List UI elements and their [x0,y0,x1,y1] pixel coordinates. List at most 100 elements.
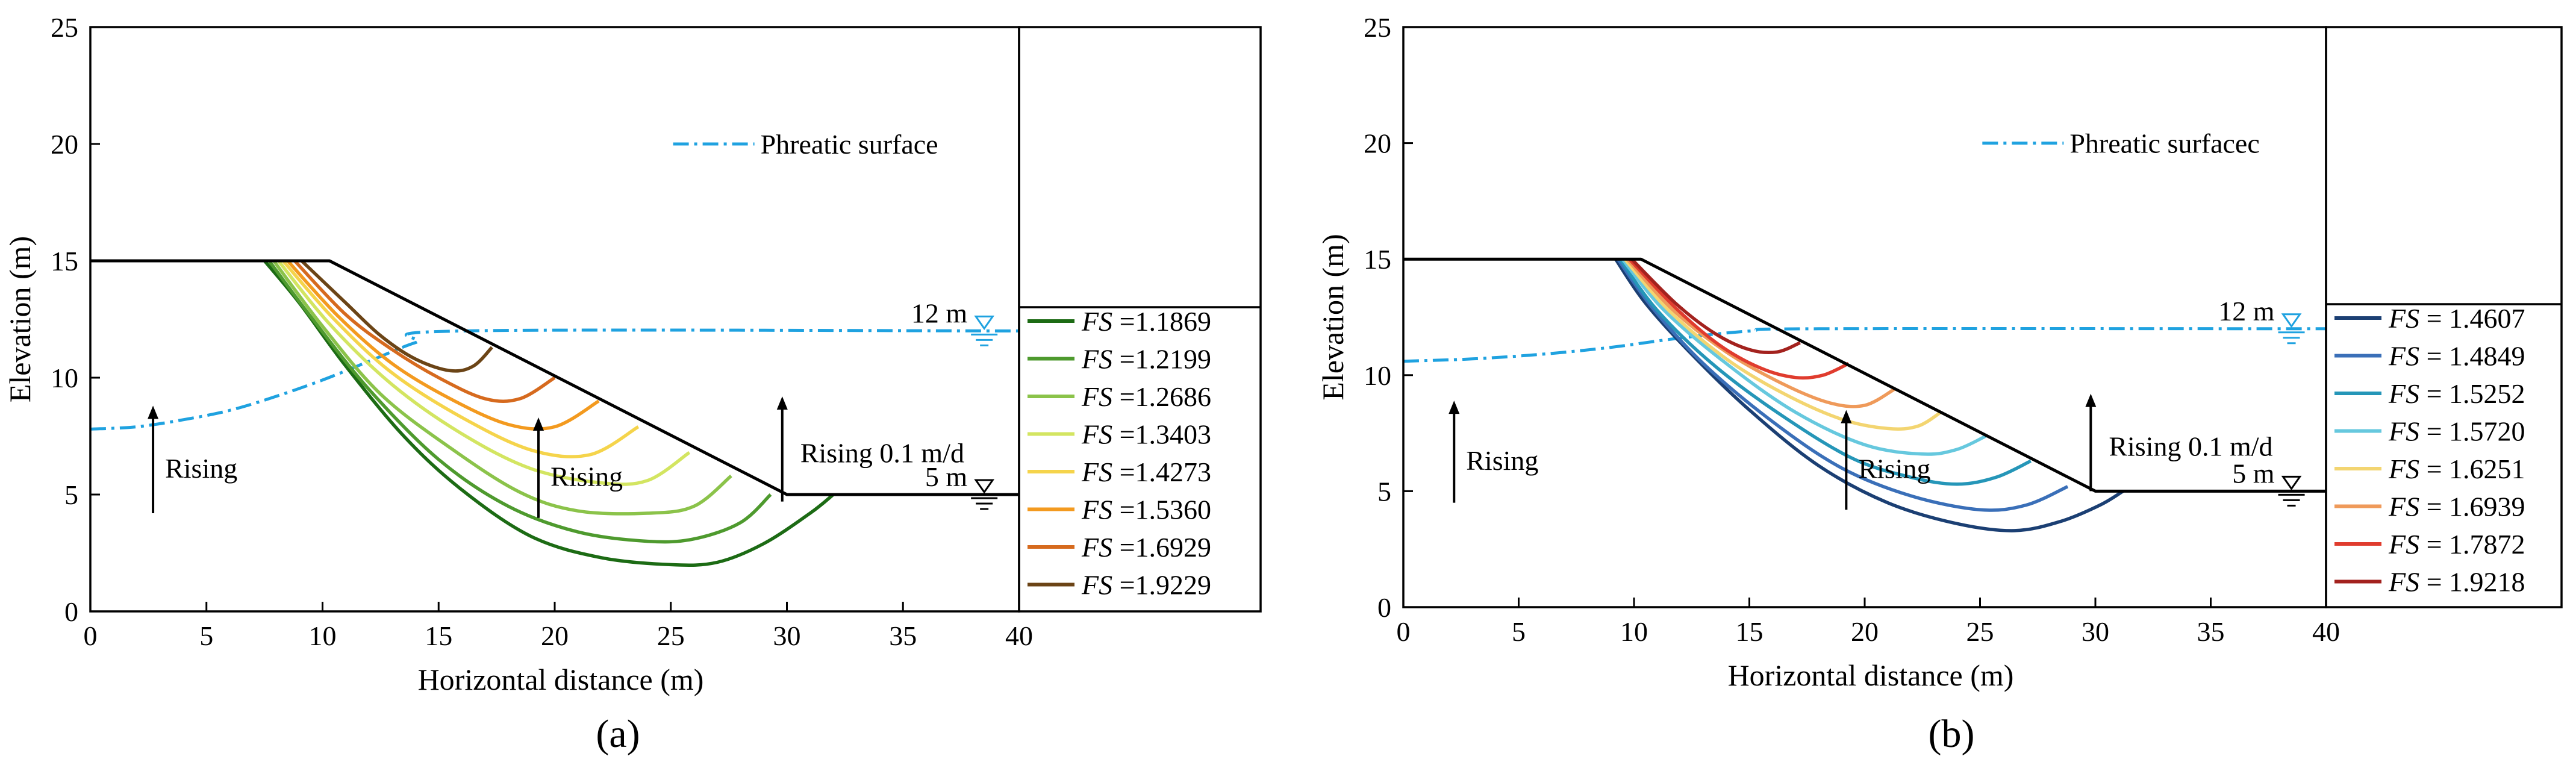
failure-surface-line-6 [286,260,600,431]
rising-annotation: Rising [1466,445,1538,476]
x-tick-label: 0 [1397,616,1411,647]
x-tick-label: 20 [541,620,569,651]
plot-frame [1402,26,2327,608]
failure-surface-line-8 [300,260,493,373]
legend-label: FS =1.5360 [1081,495,1211,525]
x-tick-label: 40 [1005,620,1033,651]
legend-label: FS = 1.7872 [2388,529,2525,560]
phreatic-legend-label: Phreatic surfacec [2069,128,2259,159]
slope-profile-line [1403,257,2326,493]
y-tick-label: 5 [1377,476,1391,507]
legend-frame [1018,26,1262,613]
slope-profile-line [90,259,1019,496]
water-level-label: 12 m [2218,296,2275,326]
panel-label: (b) [1929,712,1975,756]
x-tick-label: 5 [1512,616,1526,647]
y-tick-label: 25 [1364,12,1391,43]
legend-label: FS = 1.6251 [2388,454,2525,484]
rising-arrow-head-icon [1449,401,1460,414]
water-level-triangle-icon [974,479,995,494]
x-tick-label: 40 [2312,616,2340,647]
rising-arrow-head-icon [148,405,159,419]
failure-surfaces [1403,258,2327,532]
x-tick-label: 15 [425,620,452,651]
failure-surface-line-2 [1616,258,2069,512]
failure-surface-line-7 [1628,258,1850,380]
y-axis-label: Elevation (m) [1316,234,1350,400]
water-level-triangle-icon [2281,475,2302,491]
y-tick-label: 20 [1364,128,1391,159]
rising-annotation: Rising 0.1 m/d [800,437,964,468]
legend-label: FS = 1.4607 [2388,303,2525,334]
y-tick-label: 15 [1364,244,1391,275]
phreatic-surface-line [90,328,1020,431]
x-tick-label: 25 [657,620,685,651]
phreatic-legend-label: Phreatic surface [761,129,938,160]
failure-surface-line-1 [263,260,835,567]
legend-label: FS = 1.5720 [2388,416,2525,447]
x-tick-label: 30 [773,620,801,651]
failure-surface-line-2 [267,260,772,544]
rising-annotation: Rising 0.1 m/d [2109,431,2272,462]
water-level-label: 5 m [2232,458,2275,489]
failure-surface-line-5 [281,260,640,458]
failure-surface-line-8 [1630,258,1801,355]
x-tick-label: 0 [84,620,98,651]
x-tick-label: 20 [1851,616,1879,647]
legend-label: FS = 1.4849 [2388,341,2525,372]
y-tick-label: 10 [1364,360,1391,391]
legend-label: FS =1.2686 [1081,381,1211,412]
legend-label: FS =1.9229 [1081,570,1211,601]
y-tick-label: 5 [64,479,78,510]
failure-surface-line-7 [293,260,556,403]
x-axis-label: Horizontal distance (m) [418,663,704,696]
legend-label: FS = 1.6939 [2388,492,2525,522]
failure-surface-line-1 [1614,258,2124,532]
y-tick-label: 15 [51,246,78,276]
legend-label: FS =1.1869 [1081,306,1211,337]
legend-label: FS =1.2199 [1081,344,1211,375]
legend-label: FS = 1.9218 [2388,567,2525,598]
water-level-triangle-icon [2281,313,2302,328]
y-tick-label: 25 [51,12,78,43]
legend-frame [2325,26,2563,608]
failure-surface-line-4 [277,260,691,486]
rising-arrow-head-icon [1841,410,1852,423]
water-level-label: 5 m [925,461,968,492]
x-tick-label: 10 [1620,616,1648,647]
y-tick-label: 0 [64,596,78,627]
x-tick-label: 10 [309,620,337,651]
legend-label: FS =1.3403 [1081,419,1211,450]
failure-surface-line-3 [1618,258,2032,486]
y-tick-label: 20 [51,129,78,160]
x-axis-label: Horizontal distance (m) [1728,658,2014,692]
failure-surface-line-5 [1623,258,1942,431]
x-tick-label: 30 [2082,616,2109,647]
rising-arrow-head-icon [533,417,544,431]
rising-arrow-head-icon [2085,393,2097,407]
rising-annotation: Rising [1858,453,1930,484]
legend-label: FS =1.6929 [1081,532,1211,563]
failure-surface-line-3 [272,260,732,516]
rising-arrow-head-icon [776,396,788,410]
y-axis-label: Elevation (m) [3,236,37,402]
y-tick-label: 0 [1377,592,1391,623]
rising-annotation: Rising [165,453,237,484]
failure-surface-line-6 [1626,258,1896,408]
x-tick-label: 25 [1966,616,1994,647]
panel-label: (a) [596,712,640,756]
water-level-label: 12 m [911,298,968,328]
rising-annotation: Rising [550,461,623,492]
x-tick-label: 35 [889,620,917,651]
panel-a: 0 5 10 15 20 25 30 35 40 0 5 10 15 20 25 Horizontal dis… [3,12,1262,756]
x-tick-label: 15 [1736,616,1764,647]
legend-label: FS =1.4273 [1081,457,1211,487]
x-tick-label: 35 [2197,616,2225,647]
panel-b: 0 5 10 15 20 25 30 35 40 0 5 10 15 20 25 Horizontal dis… [1316,12,2563,756]
failure-surface-line-4 [1621,258,1988,456]
legend-label: FS = 1.5252 [2388,378,2525,409]
phreatic-surface-line [1403,326,2327,363]
y-tick-label: 10 [51,363,78,393]
x-tick-label: 5 [199,620,213,651]
